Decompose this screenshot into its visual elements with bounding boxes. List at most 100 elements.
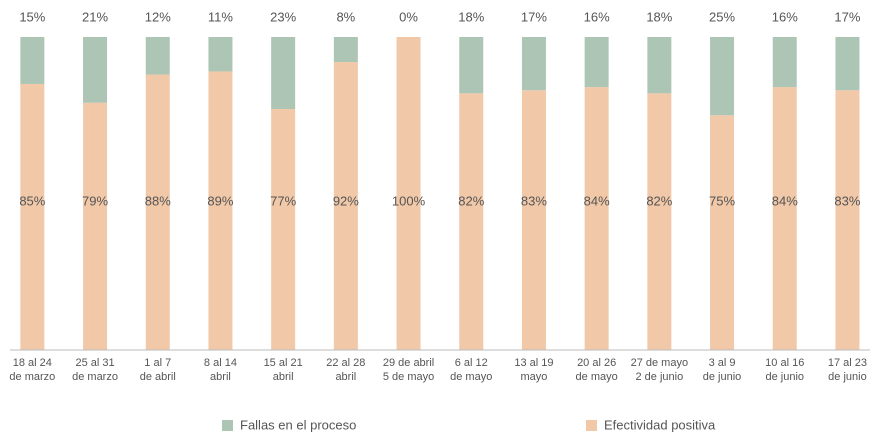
value-label: 21% <box>82 9 108 24</box>
x-tick-label-line: 3 al 9 <box>709 357 736 369</box>
bar-segment <box>208 37 233 72</box>
bar-segment <box>835 37 860 91</box>
value-label: 92% <box>333 193 359 208</box>
x-tick-label-line: abril <box>273 371 294 383</box>
x-tick-label: 29 de abril 5 de mayo <box>383 357 434 383</box>
value-label: 85% <box>19 193 45 208</box>
bar-segment <box>772 87 797 350</box>
x-tick-label-line: abril <box>210 371 231 383</box>
x-tick-label: 6 al 12 de mayo <box>450 357 492 383</box>
x-tick-label-line: abril <box>335 371 356 383</box>
x-tick-label-line: 18 al 24 <box>13 357 52 369</box>
value-label: 88% <box>145 193 171 208</box>
legend-swatch <box>586 420 597 431</box>
x-tick-label: 3 al 9 de junio <box>703 357 742 383</box>
value-label: 8% <box>336 9 355 24</box>
bar-segment <box>145 74 170 350</box>
value-label: 83% <box>521 193 547 208</box>
value-label: 82% <box>458 193 484 208</box>
value-label: 83% <box>834 193 860 208</box>
x-tick-label-line: de marzo <box>9 371 55 383</box>
value-label: 77% <box>270 193 296 208</box>
x-tick-label-line: de marzo <box>72 371 118 383</box>
x-tick-label-line: 22 al 28 <box>326 357 365 369</box>
value-label: 82% <box>646 193 672 208</box>
value-label: 16% <box>584 9 610 24</box>
value-label: 25% <box>709 9 735 24</box>
value-label: 18% <box>646 9 672 24</box>
bar-segment <box>835 90 860 351</box>
value-label: 16% <box>772 9 798 24</box>
bar-segment <box>83 37 108 103</box>
x-tick-label-line: de junio <box>765 371 804 383</box>
x-tick-label: 13 al 19 mayo <box>514 357 553 383</box>
x-tick-label-line: de junio <box>703 371 742 383</box>
x-tick-label-line: 6 al 12 <box>455 357 488 369</box>
x-tick-label-line: de mayo <box>576 371 618 383</box>
x-tick-label-line: 17 al 23 <box>828 357 867 369</box>
bar-segment <box>333 62 358 350</box>
bar-segment <box>20 37 45 84</box>
bar-segment <box>83 102 108 350</box>
x-tick-label-line: de junio <box>828 371 867 383</box>
legend-swatch <box>222 420 233 431</box>
bar-segment <box>208 71 233 351</box>
bar-segment <box>772 37 797 88</box>
value-label: 17% <box>521 9 547 24</box>
bar-segment <box>271 37 296 109</box>
value-label: 12% <box>145 9 171 24</box>
legend-label: Efectividad positiva <box>604 417 716 432</box>
x-tick-label: 27 de mayo 2 de junio <box>631 357 688 383</box>
x-tick-label-line: mayo <box>520 371 547 383</box>
bar-segment <box>521 37 546 91</box>
x-tick-label: 25 al 31 de marzo <box>72 357 118 383</box>
x-tick-label: 18 al 24 de marzo <box>9 357 55 383</box>
bar-segment <box>459 37 484 94</box>
value-label: 0% <box>399 9 418 24</box>
bar-segment <box>20 83 45 350</box>
value-label: 18% <box>458 9 484 24</box>
x-tick-label-line: 2 de junio <box>635 371 683 383</box>
legend-label: Fallas en el proceso <box>240 417 356 432</box>
x-tick-label: 17 al 23 de junio <box>828 357 867 383</box>
x-tick-label-line: 20 al 26 <box>577 357 616 369</box>
x-tick-label: 1 al 7 de abril <box>140 357 176 383</box>
bar-segment <box>710 115 735 350</box>
bar-segment <box>584 87 609 350</box>
bar-segment <box>647 93 672 350</box>
value-label: 79% <box>82 193 108 208</box>
x-tick-label-line: 25 al 31 <box>75 357 114 369</box>
bar-segment <box>647 37 672 94</box>
x-tick-label-line: 5 de mayo <box>383 371 434 383</box>
value-label: 84% <box>772 193 798 208</box>
x-tick-label: 15 al 21 abril <box>264 357 303 383</box>
x-tick-label-line: 8 al 14 <box>204 357 237 369</box>
x-tick-label-line: de abril <box>140 371 176 383</box>
value-label: 75% <box>709 193 735 208</box>
x-tick-label-line: 10 al 16 <box>765 357 804 369</box>
value-label: 89% <box>207 193 233 208</box>
value-label: 100% <box>392 193 426 208</box>
x-tick-label-line: 27 de mayo <box>631 357 688 369</box>
x-tick-label-line: 1 al 7 <box>144 357 171 369</box>
x-tick-label: 10 al 16 de junio <box>765 357 804 383</box>
x-tick-label-line: de mayo <box>450 371 492 383</box>
bar-segment <box>459 93 484 350</box>
value-label: 84% <box>584 193 610 208</box>
x-tick-label: 8 al 14 abril <box>204 357 237 383</box>
bar-segment <box>584 37 609 88</box>
bar-segment <box>271 108 296 351</box>
x-tick-label-line: 29 de abril <box>383 357 434 369</box>
value-label: 15% <box>19 9 45 24</box>
bar-segment <box>333 37 358 63</box>
x-tick-label-line: 13 al 19 <box>514 357 553 369</box>
bar-segment <box>710 37 735 116</box>
bar-segment <box>396 37 421 350</box>
value-label: 23% <box>270 9 296 24</box>
bar-segment <box>145 37 170 75</box>
x-tick-label: 22 al 28 abril <box>326 357 365 383</box>
x-tick-label-line: 15 al 21 <box>264 357 303 369</box>
value-label: 17% <box>834 9 860 24</box>
x-tick-label: 20 al 26 de mayo <box>576 357 618 383</box>
